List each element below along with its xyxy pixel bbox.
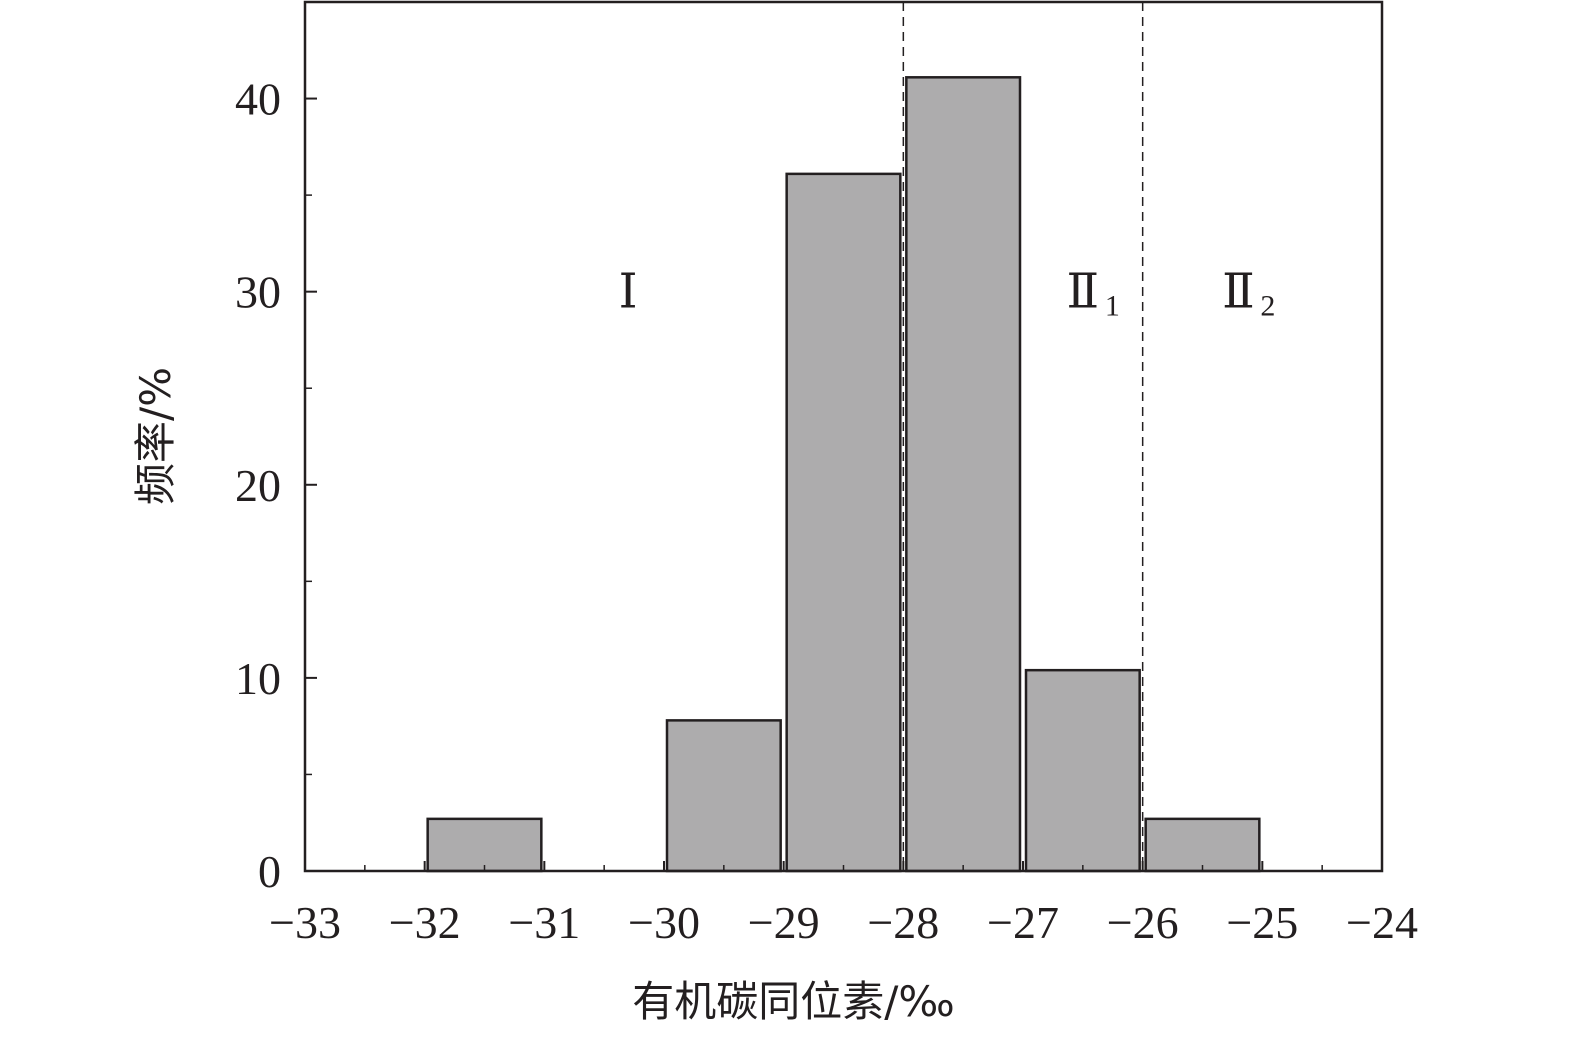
dividers-layer bbox=[902, 2, 1144, 871]
bar-5 bbox=[1144, 817, 1261, 873]
x-axis-title: 有机碳同位素/‰ bbox=[632, 977, 955, 1026]
bar-3 bbox=[905, 76, 1022, 873]
x-tick-label: −31 bbox=[508, 897, 580, 948]
x-tick-label: −26 bbox=[1107, 897, 1179, 948]
region-label-2: Ⅱ bbox=[1222, 266, 1255, 319]
region-sub-2: 2 bbox=[1260, 290, 1275, 323]
x-tick-label: −30 bbox=[628, 897, 700, 948]
bar-2 bbox=[785, 172, 902, 873]
x-tick-label: −24 bbox=[1346, 897, 1418, 948]
x-tick-label: −25 bbox=[1226, 897, 1298, 948]
x-tick-label: −32 bbox=[389, 897, 461, 948]
region-label-0: Ⅰ bbox=[619, 266, 638, 319]
y-tick-label: 30 bbox=[235, 267, 281, 318]
x-tick-label: −28 bbox=[867, 897, 939, 948]
bar-4 bbox=[1024, 668, 1141, 873]
bar-0 bbox=[426, 817, 543, 873]
x-tick-label: −33 bbox=[269, 897, 341, 948]
ticks-layer: −33 −32 −31 −30 −29 −28 −27 −26 −25 −24 0 10 20 30 40 bbox=[235, 74, 1418, 948]
bars-layer bbox=[426, 76, 1261, 873]
x-tick-label: −29 bbox=[748, 897, 820, 948]
y-tick-label: 10 bbox=[235, 653, 281, 704]
y-tick-label: 40 bbox=[235, 74, 281, 125]
x-tick-label: −27 bbox=[987, 897, 1059, 948]
region-label-1: Ⅱ bbox=[1067, 266, 1100, 319]
bar-1 bbox=[665, 719, 782, 873]
y-tick-label: 0 bbox=[258, 846, 281, 897]
region-sub-1: 1 bbox=[1105, 290, 1120, 323]
y-tick-label: 20 bbox=[235, 460, 281, 511]
y-axis-title: 频率/% bbox=[131, 367, 180, 505]
